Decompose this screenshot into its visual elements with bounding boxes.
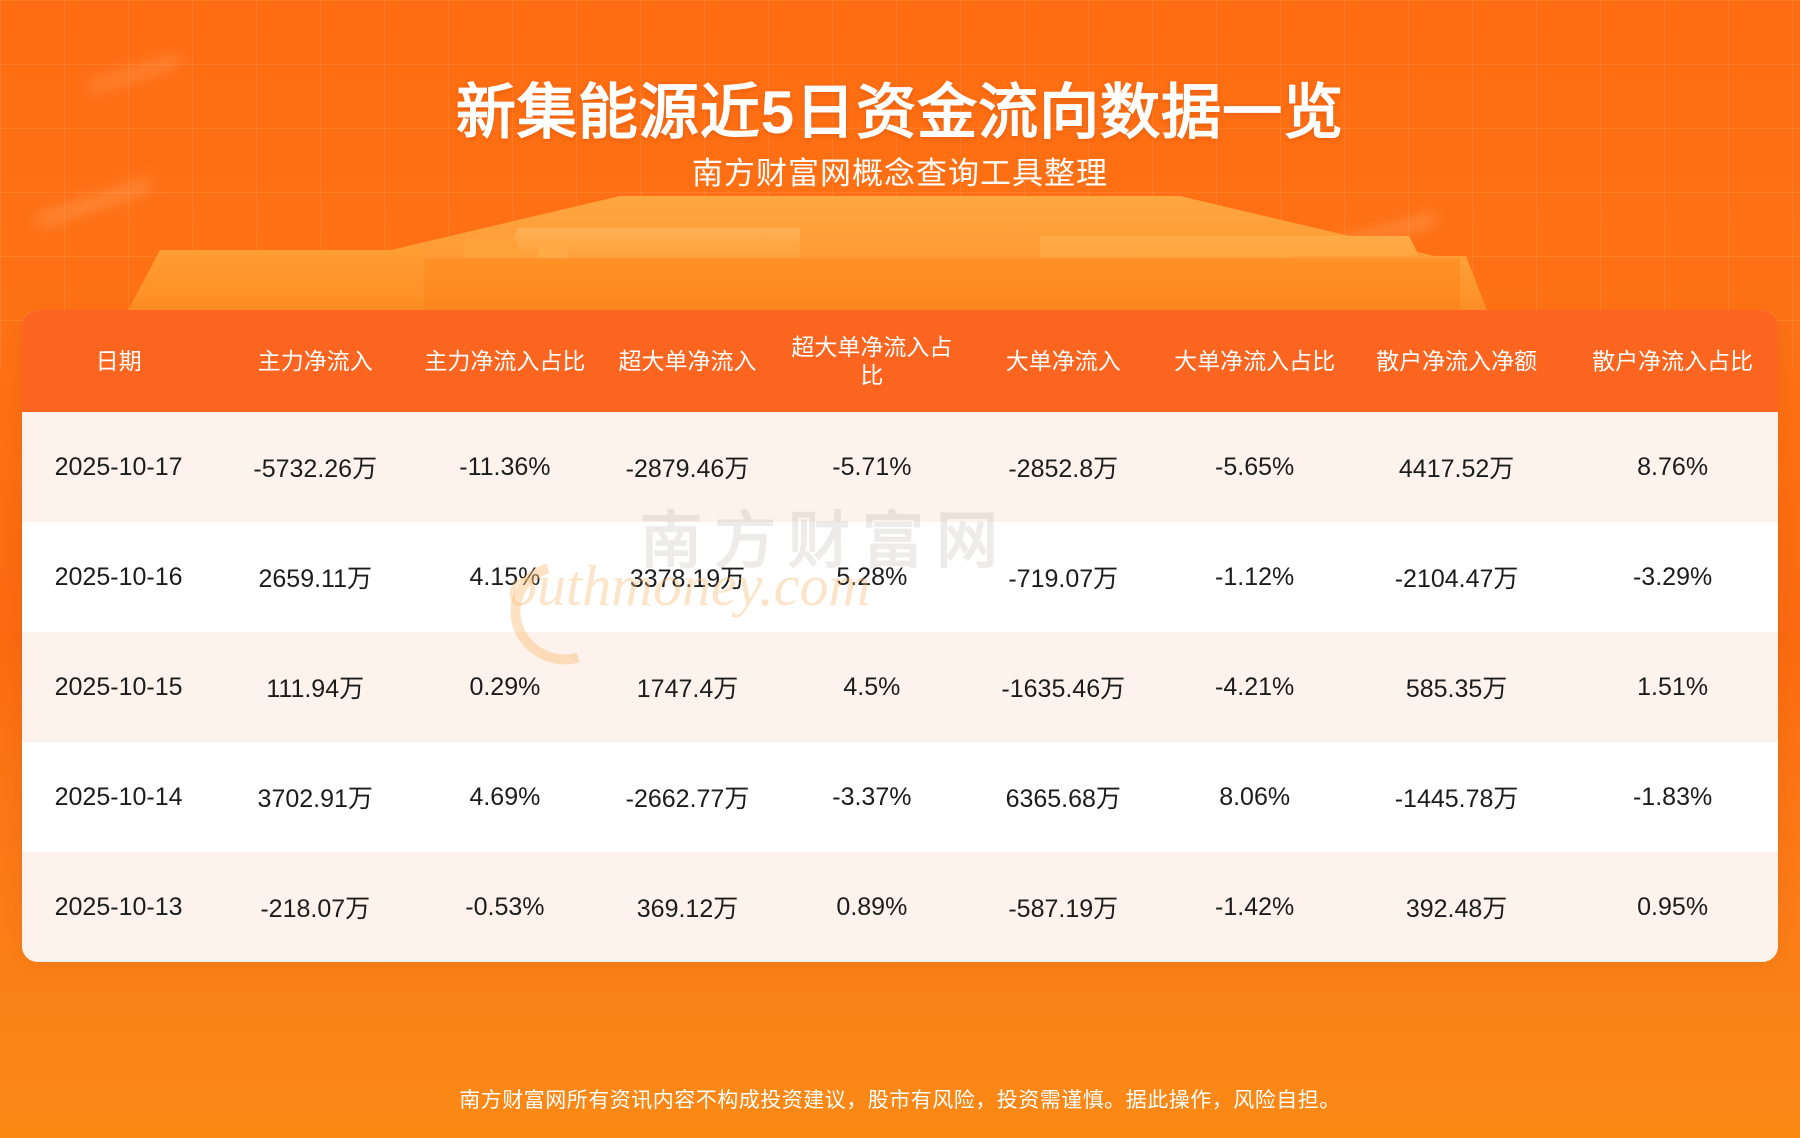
cell-retail-net-amount: 4417.52万	[1345, 412, 1568, 522]
cell-retail-net-ratio: 8.76%	[1567, 412, 1778, 522]
column-header-xl-net-inflow: 超大单净流入	[594, 310, 781, 412]
cell-retail-net-ratio: -1.83%	[1567, 742, 1778, 852]
cell-date: 2025-10-16	[22, 522, 216, 632]
podium-shape-shelf	[500, 228, 800, 262]
column-header-xl-net-ratio: 超大单净流入占比	[780, 310, 964, 412]
cell-main-net-inflow: -218.07万	[215, 852, 416, 962]
podium-shape-left	[124, 250, 424, 318]
table-row: 2025-10-15 111.94万 0.29% 1747.4万 4.5% -1…	[22, 632, 1778, 742]
cell-main-net-ratio: 4.69%	[415, 742, 595, 852]
cell-large-net-ratio: -5.65%	[1163, 412, 1346, 522]
cell-large-net-inflow: -587.19万	[963, 852, 1164, 962]
column-header-date: 日期	[22, 310, 216, 412]
cell-xl-net-ratio: 5.28%	[780, 522, 964, 632]
podium-shape-nub	[464, 238, 518, 264]
cell-main-net-ratio: 4.15%	[415, 522, 595, 632]
cell-xl-net-inflow: -2879.46万	[594, 412, 781, 522]
cell-date: 2025-10-14	[22, 742, 216, 852]
cell-main-net-ratio: 0.29%	[415, 632, 595, 742]
cell-large-net-ratio: -1.42%	[1163, 852, 1346, 962]
cell-xl-net-ratio: 4.5%	[780, 632, 964, 742]
cell-xl-net-ratio: -5.71%	[780, 412, 964, 522]
disclaimer-text: 南方财富网所有资讯内容不构成投资建议，股市有风险，投资需谨慎。据此操作，风险自担…	[459, 1089, 1341, 1112]
cell-main-net-ratio: -11.36%	[415, 412, 595, 522]
cell-xl-net-ratio: 0.89%	[780, 852, 964, 962]
cell-date: 2025-10-13	[22, 852, 216, 962]
cell-main-net-inflow: -5732.26万	[215, 412, 416, 522]
cell-date: 2025-10-15	[22, 632, 216, 742]
podium-shape-right	[1040, 236, 1450, 318]
cell-retail-net-amount: 585.35万	[1345, 632, 1568, 742]
cell-main-net-inflow: 3702.91万	[215, 742, 416, 852]
cell-large-net-inflow: -1635.46万	[963, 632, 1164, 742]
podium-shape-far-right	[1290, 256, 1490, 318]
cell-xl-net-inflow: 369.12万	[594, 852, 781, 962]
cell-retail-net-amount: 392.48万	[1345, 852, 1568, 962]
fund-flow-table: 日期 主力净流入 主力净流入占比 超大单净流入 超大单净流入占比 大单净流入 大…	[22, 310, 1778, 962]
cell-retail-net-ratio: -3.29%	[1567, 522, 1778, 632]
cell-large-net-inflow: -2852.8万	[963, 412, 1164, 522]
cell-large-net-inflow: 6365.68万	[963, 742, 1164, 852]
podium-shape-nub	[538, 244, 568, 264]
page-subtitle: 南方财富网概念查询工具整理	[692, 156, 1108, 191]
cell-xl-net-inflow: 1747.4万	[594, 632, 781, 742]
table-row: 2025-10-13 -218.07万 -0.53% 369.12万 0.89%…	[22, 852, 1778, 962]
table-body: 2025-10-17 -5732.26万 -11.36% -2879.46万 -…	[22, 412, 1778, 962]
light-streak-icon	[1291, 211, 1439, 266]
cell-retail-net-ratio: 1.51%	[1567, 632, 1778, 742]
cell-xl-net-inflow: -2662.77万	[594, 742, 781, 852]
cell-main-net-inflow: 2659.11万	[215, 522, 416, 632]
cell-main-net-ratio: -0.53%	[415, 852, 595, 962]
cell-xl-net-inflow: 3378.19万	[594, 522, 781, 632]
cell-large-net-ratio: 8.06%	[1163, 742, 1346, 852]
cell-retail-net-amount: -2104.47万	[1345, 522, 1568, 632]
cell-retail-net-amount: -1445.78万	[1345, 742, 1568, 852]
podium-shape-mid	[340, 258, 1460, 316]
cell-large-net-ratio: -1.12%	[1163, 522, 1346, 632]
cell-large-net-ratio: -4.21%	[1163, 632, 1346, 742]
light-streak-icon	[1050, 221, 1160, 262]
table-row: 2025-10-17 -5732.26万 -11.36% -2879.46万 -…	[22, 412, 1778, 522]
table-header-row: 日期 主力净流入 主力净流入占比 超大单净流入 超大单净流入占比 大单净流入 大…	[22, 310, 1778, 412]
column-header-retail-net-ratio: 散户净流入占比	[1567, 310, 1778, 412]
table-row: 2025-10-14 3702.91万 4.69% -2662.77万 -3.3…	[22, 742, 1778, 852]
cell-large-net-inflow: -719.07万	[963, 522, 1164, 632]
cell-date: 2025-10-17	[22, 412, 216, 522]
cell-xl-net-ratio: -3.37%	[780, 742, 964, 852]
column-header-retail-net-amount: 散户净流入净额	[1345, 310, 1568, 412]
cell-main-net-inflow: 111.94万	[215, 632, 416, 742]
cell-retail-net-ratio: 0.95%	[1567, 852, 1778, 962]
page-title: 新集能源近5日资金流向数据一览	[455, 79, 1345, 147]
column-header-large-net-ratio: 大单净流入占比	[1163, 310, 1346, 412]
column-header-main-net-ratio: 主力净流入占比	[415, 310, 595, 412]
column-header-main-net-inflow: 主力净流入	[215, 310, 416, 412]
table-header: 日期 主力净流入 主力净流入占比 超大单净流入 超大单净流入占比 大单净流入 大…	[22, 310, 1778, 412]
data-table-card: 日期 主力净流入 主力净流入占比 超大单净流入 超大单净流入占比 大单净流入 大…	[22, 310, 1778, 962]
table-row: 2025-10-16 2659.11万 4.15% 3378.19万 5.28%…	[22, 522, 1778, 632]
podium-shape-top	[340, 196, 1460, 262]
column-header-large-net-inflow: 大单净流入	[963, 310, 1164, 412]
